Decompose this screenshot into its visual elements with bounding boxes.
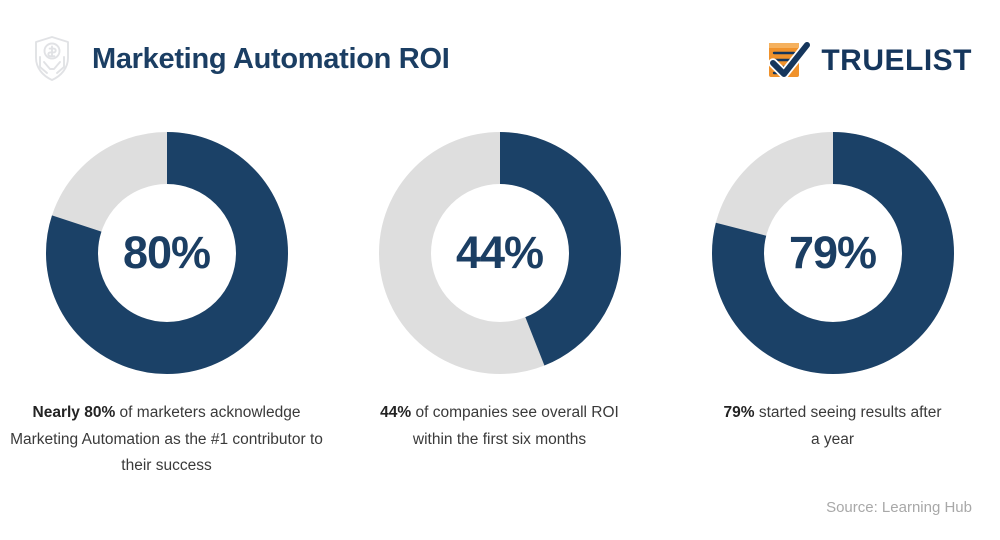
- caption-highlight-2: 44%: [380, 404, 412, 421]
- logo-wordmark: TRUELIST: [821, 44, 972, 77]
- chart-column-1: 80% Nearly 80% of marketers acknowledge …: [0, 128, 333, 480]
- money-in-hands-shield-icon: [26, 33, 78, 85]
- chart-caption-1: Nearly 80% of marketers acknowledge Mark…: [7, 400, 327, 480]
- donut-chart-2: 44%: [375, 128, 625, 378]
- chart-column-3: 79% 79% started seeing results after a y…: [666, 128, 999, 480]
- truelist-logo[interactable]: TRUELIST: [767, 40, 972, 82]
- caption-text-1: of marketers acknowledge Marketing Autom…: [10, 404, 323, 475]
- donut-chart-3: 79%: [708, 128, 958, 378]
- donut-value-label-2: 44%: [455, 227, 544, 278]
- chart-caption-2: 44% of companies see overall ROI within …: [375, 400, 625, 453]
- donut-chart-1: 80%: [42, 128, 292, 378]
- chart-caption-3: 79% started seeing results after a year: [718, 400, 948, 453]
- donut-value-label-1: 80%: [122, 227, 211, 278]
- caption-highlight-1: Nearly 80%: [32, 404, 116, 421]
- header-title-group: Marketing Automation ROI: [26, 33, 450, 85]
- donut-charts-row: 80% Nearly 80% of marketers acknowledge …: [0, 128, 1000, 480]
- caption-highlight-3: 79%: [723, 404, 755, 421]
- caption-text-2: of companies see overall ROI within the …: [411, 404, 619, 448]
- checklist-check-icon: [767, 40, 813, 82]
- donut-value-label-3: 79%: [788, 227, 877, 278]
- page-title: Marketing Automation ROI: [92, 42, 450, 75]
- page-header: Marketing Automation ROI TRUELIST: [0, 0, 1000, 118]
- source-label: Source: Learning Hub: [826, 499, 972, 516]
- donut-svg-3: [711, 132, 954, 374]
- donut-svg-2: [378, 132, 621, 374]
- donut-svg-1: [45, 132, 288, 374]
- caption-text-3: started seeing results after a year: [754, 404, 942, 448]
- chart-column-2: 44% 44% of companies see overall ROI wit…: [333, 128, 666, 480]
